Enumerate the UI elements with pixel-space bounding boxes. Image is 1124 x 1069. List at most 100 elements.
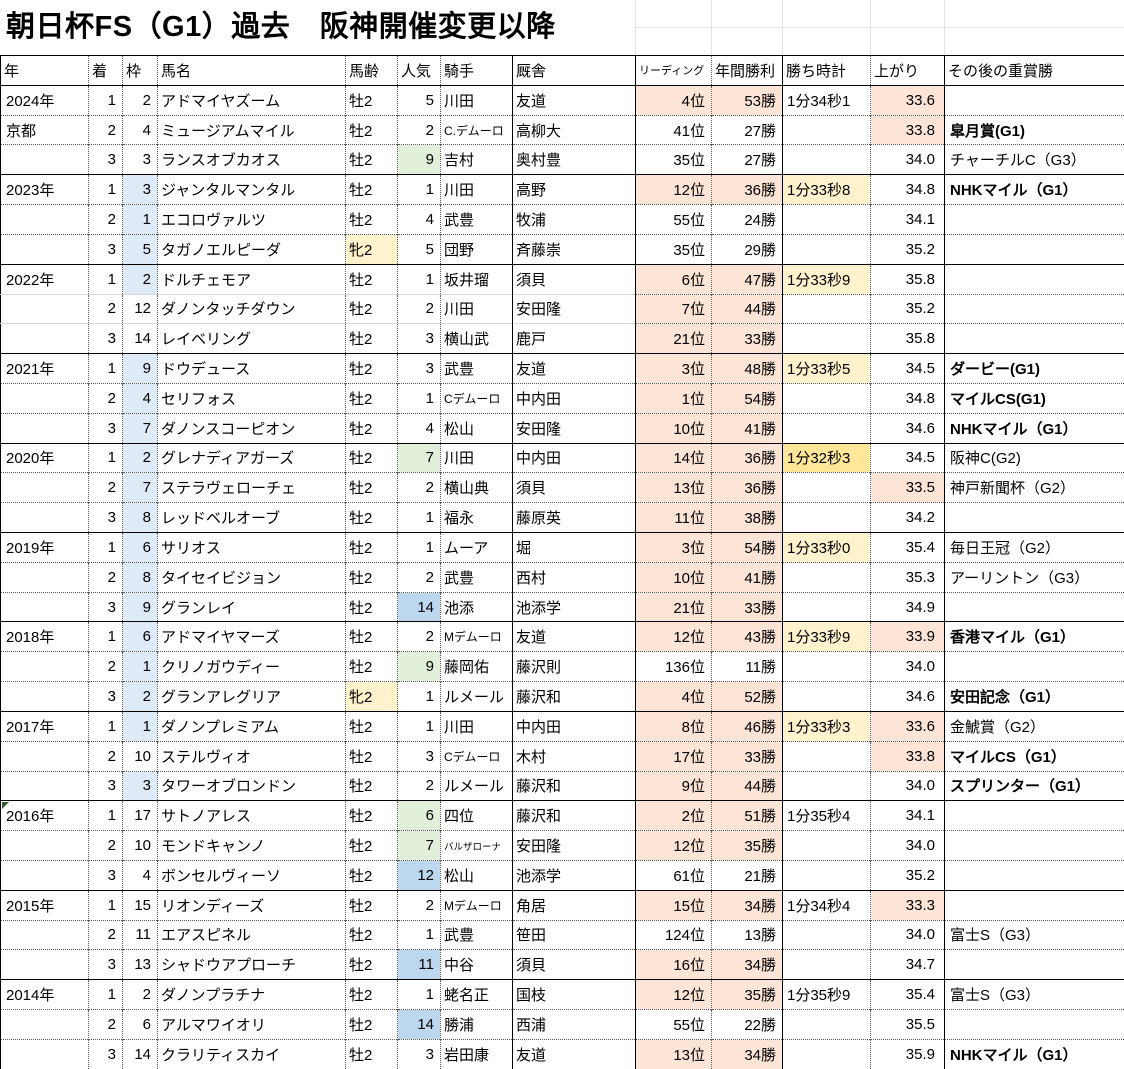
cell-year[interactable] (0, 382, 89, 414)
cell-later-graded-wins[interactable]: スプリンター（G1） (944, 770, 1124, 801)
cell-stable[interactable]: 池添学 (512, 859, 636, 891)
cell-last-3f[interactable]: 34.1 (870, 800, 945, 831)
cell-finish[interactable]: 3 (88, 859, 123, 891)
cell-finish[interactable]: 1 (88, 442, 123, 473)
cell-year[interactable] (0, 919, 89, 950)
cell-age[interactable]: 牡2 (345, 293, 398, 324)
cell-year[interactable] (0, 770, 89, 801)
cell-year[interactable]: 2020年 (0, 442, 89, 473)
cell-gate[interactable]: 2 (122, 442, 158, 473)
cell-later-graded-wins[interactable] (944, 800, 1124, 831)
cell-age[interactable]: 牡2 (345, 502, 398, 533)
cell-last-3f[interactable]: 33.9 (870, 621, 945, 652)
cell-horse-name[interactable]: サリオス (157, 532, 346, 563)
cell-later-graded-wins[interactable]: NHKマイル（G1） (944, 1038, 1124, 1069)
cell-popularity[interactable]: 1 (397, 681, 441, 712)
cell-gate[interactable]: 3 (122, 174, 158, 205)
cell-finish[interactable]: 3 (88, 770, 123, 801)
cell-later-graded-wins[interactable]: NHKマイル（G1） (944, 174, 1124, 205)
cell-later-graded-wins[interactable] (944, 949, 1124, 980)
cell-leading-rank[interactable]: 16位 (635, 949, 712, 980)
cell-finish[interactable]: 2 (88, 472, 123, 503)
cell-last-3f[interactable]: 34.5 (870, 353, 945, 384)
cell-last-3f[interactable]: 34.2 (870, 502, 945, 533)
cell-win-time[interactable] (782, 1038, 871, 1069)
cell-year[interactable] (0, 472, 89, 503)
cell-later-graded-wins[interactable] (944, 502, 1124, 533)
cell-popularity[interactable]: 2 (397, 621, 441, 652)
cell-horse-name[interactable]: ドルチェモア (157, 263, 346, 294)
cell-win-time[interactable] (782, 770, 871, 801)
cell-age[interactable]: 牡2 (345, 949, 398, 980)
cell-finish[interactable]: 3 (88, 323, 123, 354)
cell-jockey[interactable]: 川田 (440, 710, 513, 742)
cell-year[interactable]: 2022年 (0, 263, 89, 294)
cell-annual-wins[interactable]: 11勝 (711, 651, 783, 682)
cell-finish[interactable]: 2 (88, 204, 123, 235)
cell-later-graded-wins[interactable]: 富士S（G3） (944, 919, 1124, 950)
cell-last-3f[interactable]: 34.5 (870, 442, 945, 473)
cell-last-3f[interactable]: 34.8 (870, 382, 945, 414)
cell-year[interactable] (0, 412, 89, 444)
cell-gate[interactable]: 6 (122, 1009, 158, 1040)
cell-stable[interactable]: 友道 (512, 84, 636, 116)
cell-horse-name[interactable]: サトノアレス (157, 800, 346, 831)
cell-annual-wins[interactable]: 34勝 (711, 1038, 783, 1069)
cell-year[interactable]: 2014年 (0, 979, 89, 1010)
cell-stable[interactable]: 角居 (512, 889, 636, 921)
cell-leading-rank[interactable]: 55位 (635, 204, 712, 235)
cell-last-3f[interactable]: 33.3 (870, 889, 945, 921)
cell-win-time[interactable] (782, 830, 871, 861)
cell-horse-name[interactable]: ボンセルヴィーソ (157, 859, 346, 891)
cell-last-3f[interactable]: 33.8 (870, 740, 945, 771)
cell-year[interactable] (0, 1009, 89, 1040)
cell-stable[interactable]: 西村 (512, 561, 636, 593)
cell-finish[interactable]: 2 (88, 830, 123, 861)
cell-horse-name[interactable]: タワーオブロンドン (157, 770, 346, 801)
cell-popularity[interactable]: 1 (397, 919, 441, 950)
cell-popularity[interactable]: 2 (397, 293, 441, 324)
cell-year[interactable]: 京都 (0, 114, 89, 145)
cell-year[interactable] (0, 859, 89, 891)
cell-year[interactable] (0, 591, 89, 622)
cell-age[interactable]: 牝2 (345, 681, 398, 712)
cell-win-time[interactable] (782, 919, 871, 950)
cell-age[interactable]: 牡2 (345, 830, 398, 861)
cell-leading-rank[interactable]: 61位 (635, 859, 712, 891)
cell-leading-rank[interactable]: 3位 (635, 532, 712, 563)
column-header-finish[interactable]: 着 (88, 55, 123, 86)
cell-finish[interactable]: 2 (88, 293, 123, 324)
cell-annual-wins[interactable]: 27勝 (711, 144, 783, 175)
cell-year[interactable] (0, 204, 89, 235)
cell-annual-wins[interactable]: 33勝 (711, 323, 783, 354)
cell-jockey[interactable]: 松山 (440, 859, 513, 891)
cell-leading-rank[interactable]: 21位 (635, 323, 712, 354)
cell-gate[interactable]: 3 (122, 770, 158, 801)
cell-horse-name[interactable]: ステラヴェローチェ (157, 472, 346, 503)
cell-finish[interactable]: 1 (88, 710, 123, 742)
cell-annual-wins[interactable]: 48勝 (711, 353, 783, 384)
cell-win-time[interactable]: 1分33秒9 (782, 621, 871, 652)
cell-gate[interactable]: 14 (122, 323, 158, 354)
cell-age[interactable]: 牡2 (345, 382, 398, 414)
cell-later-graded-wins[interactable] (944, 293, 1124, 324)
cell-later-graded-wins[interactable] (944, 1009, 1124, 1040)
cell-horse-name[interactable]: エアスピネル (157, 919, 346, 950)
cell-age[interactable]: 牡2 (345, 710, 398, 742)
cell-later-graded-wins[interactable] (944, 204, 1124, 235)
cell-win-time[interactable] (782, 114, 871, 145)
cell-stable[interactable]: 友道 (512, 621, 636, 652)
column-header-popularity[interactable]: 人気 (397, 55, 441, 86)
cell-stable[interactable]: 中内田 (512, 382, 636, 414)
cell-age[interactable]: 牡2 (345, 144, 398, 175)
cell-age[interactable]: 牡2 (345, 114, 398, 145)
cell-stable[interactable]: 国枝 (512, 979, 636, 1010)
cell-popularity[interactable]: 2 (397, 889, 441, 921)
cell-popularity[interactable]: 9 (397, 651, 441, 682)
cell-age[interactable]: 牡2 (345, 174, 398, 205)
cell-popularity[interactable]: 6 (397, 800, 441, 831)
cell-stable[interactable]: 須貝 (512, 263, 636, 294)
cell-later-graded-wins[interactable] (944, 859, 1124, 891)
cell-gate[interactable]: 8 (122, 502, 158, 533)
cell-annual-wins[interactable]: 54勝 (711, 382, 783, 414)
